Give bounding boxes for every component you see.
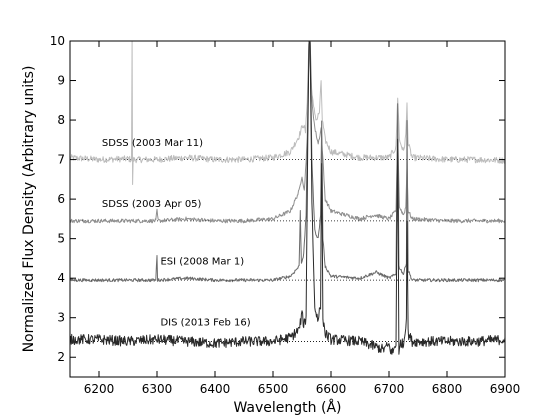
y-tick-label: 5 <box>57 232 65 246</box>
y-tick-label: 8 <box>57 113 65 127</box>
series-annotation-4: DIS (2013 Feb 16) <box>160 318 250 329</box>
y-tick-label: 3 <box>57 311 65 325</box>
series-annotation-3: ESI (2008 Mar 1) <box>160 256 244 267</box>
x-tick-label: 6400 <box>200 382 231 396</box>
spectrum-series-3 <box>70 41 505 283</box>
spectrum-series-1 <box>70 41 505 185</box>
plot-frame <box>69 40 506 378</box>
y-axis-label: Normalized Flux Density (Arbitrary units… <box>21 66 37 353</box>
y-tick-label: 10 <box>50 34 65 48</box>
x-tick-label: 6200 <box>84 382 115 396</box>
y-tick-label: 6 <box>57 192 65 206</box>
series-annotation-1: SDSS (2003 Mar 11) <box>102 138 203 149</box>
y-tick-label: 7 <box>57 153 65 167</box>
y-tick-label: 2 <box>57 350 65 364</box>
x-tick-label: 6300 <box>142 382 173 396</box>
series-annotation-2: SDSS (2003 Apr 05) <box>102 199 202 210</box>
x-axis-label: Wavelength (Å) <box>233 399 341 416</box>
x-tick-label: 6700 <box>374 382 405 396</box>
y-tick-label: 4 <box>57 271 65 285</box>
x-tick-label: 6500 <box>258 382 289 396</box>
x-tick-label: 6800 <box>432 382 463 396</box>
spectrum-series-2 <box>70 41 505 224</box>
x-tick-label: 6600 <box>316 382 347 396</box>
y-tick-label: 9 <box>57 74 65 88</box>
spectrum-series-4 <box>70 41 505 355</box>
x-tick-label: 6900 <box>490 382 521 396</box>
